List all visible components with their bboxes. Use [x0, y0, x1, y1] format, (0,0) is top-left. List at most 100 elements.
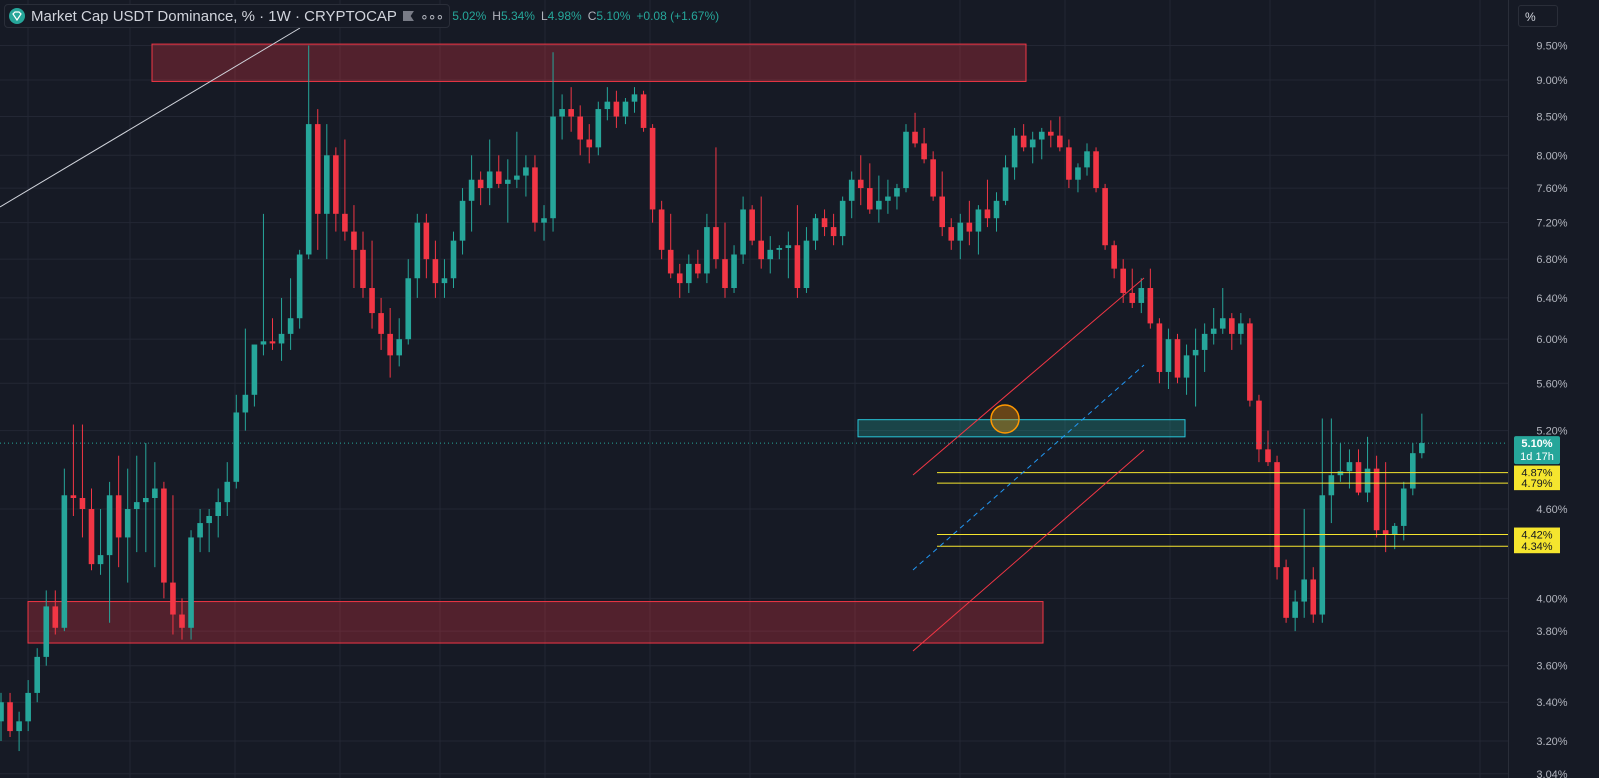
candle-body [106, 495, 113, 556]
y-tick-label: 5.20% [1536, 426, 1567, 438]
candle-body [405, 278, 412, 340]
candle-body [1274, 462, 1280, 568]
candle-body [1337, 471, 1344, 476]
candle-body [170, 582, 176, 615]
candle-body [124, 509, 131, 538]
candle-body [812, 218, 819, 241]
candle-body [767, 249, 774, 260]
y-tick-label: 7.60% [1536, 183, 1567, 195]
candle-body [79, 498, 86, 510]
high-label: H [492, 9, 501, 23]
level-badge-label: 4.42% [1521, 530, 1552, 542]
y-tick-label: 4.00% [1536, 593, 1567, 605]
y-tick-label: 3.04% [1536, 769, 1567, 778]
white-trend-line [0, 27, 301, 208]
candle-body [115, 495, 122, 538]
bar-countdown-label: 1d 17h [1520, 451, 1554, 463]
candle-body [269, 341, 276, 344]
candle-body [939, 196, 945, 228]
candle-body [70, 495, 77, 499]
flag-icon[interactable] [402, 11, 414, 21]
candle-body [857, 179, 864, 189]
y-tick-label: 6.00% [1536, 334, 1567, 346]
candle-body [233, 412, 240, 482]
level-badge-label: 4.34% [1521, 541, 1552, 553]
last-price-badge [1514, 436, 1560, 465]
candle-body [468, 179, 475, 201]
candle-body [1419, 443, 1425, 454]
low-value: 4.98% [547, 9, 582, 23]
candle-body [1138, 288, 1145, 303]
candle-body [559, 109, 565, 117]
candle-body [794, 245, 801, 289]
open-value: 5.02% [452, 9, 487, 23]
candle-body [957, 222, 964, 241]
candle-body [803, 240, 810, 289]
candle-body [450, 240, 457, 279]
candle-body [1183, 355, 1190, 378]
candle-body [930, 159, 936, 197]
candle-body [1129, 292, 1136, 303]
candle-body [731, 254, 737, 289]
close-label: C [587, 9, 597, 23]
candle-body [143, 498, 149, 503]
candle-body [514, 175, 520, 180]
candle-body [1301, 579, 1307, 602]
candle-body [867, 188, 873, 210]
candle-body [251, 344, 258, 395]
candle-body [876, 200, 882, 210]
candle-body [1400, 488, 1407, 526]
y-tick-label: 8.00% [1536, 150, 1567, 162]
candle-body [640, 94, 647, 128]
candle-body [631, 94, 638, 102]
candle-body [88, 509, 95, 565]
more-options-icon[interactable]: ∘∘∘ [419, 7, 444, 24]
y-tick-label: 3.80% [1536, 626, 1567, 638]
candle-body [0, 702, 4, 722]
candle-body [839, 200, 846, 237]
y-tick-label: 9.00% [1536, 75, 1567, 87]
resistance-zone [151, 43, 1027, 82]
candle-body [1093, 151, 1099, 189]
level-badge [1514, 527, 1560, 542]
candle-body [423, 222, 430, 260]
candle-body [333, 155, 339, 214]
candle-body [505, 179, 511, 184]
candle-body [378, 313, 384, 334]
channel-lower-line [912, 449, 1145, 652]
candle-body [713, 227, 719, 260]
candle-body [523, 167, 529, 176]
candle-body [1192, 349, 1199, 356]
y-tick-label: 3.20% [1536, 736, 1567, 748]
candle-body [903, 131, 909, 189]
y-tick-label: 6.40% [1536, 293, 1567, 305]
candle-body [1210, 328, 1217, 334]
candle-body [722, 259, 728, 289]
symbol-title: Market Cap USDT Dominance, % · 1W · CRYP… [31, 7, 397, 25]
candle-body [704, 227, 710, 274]
candle-body [224, 481, 231, 503]
candle-body [351, 231, 357, 250]
candle-body [369, 288, 375, 314]
candle-body [1174, 339, 1181, 378]
candle-body [161, 488, 167, 583]
symbol-info[interactable]: Market Cap USDT Dominance, % · 1W · CRYP… [4, 4, 451, 28]
scale-mode-button[interactable]: % [1518, 5, 1558, 27]
candle-body [676, 273, 683, 284]
candle-body [830, 227, 837, 237]
candle-body [948, 227, 955, 241]
candle-body [360, 249, 366, 289]
candle-body [396, 339, 402, 356]
candle-body [477, 179, 484, 189]
candle-body [206, 516, 212, 524]
candle-body [61, 495, 68, 628]
y-tick-label: 7.20% [1536, 218, 1567, 230]
candle-body [1048, 131, 1054, 136]
candle-body [152, 488, 158, 499]
candle-body [912, 131, 918, 144]
candle-body [1165, 339, 1172, 372]
level-badge [1514, 539, 1560, 554]
candle-body [758, 240, 764, 260]
candle-body [848, 179, 855, 201]
